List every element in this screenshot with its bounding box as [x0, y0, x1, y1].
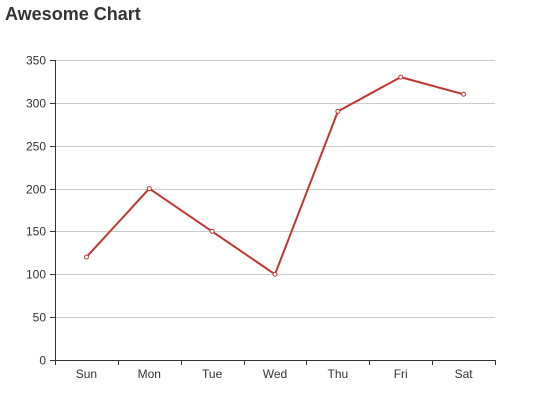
chart-title: Awesome Chart: [5, 4, 141, 24]
data-point-sun: [83, 254, 89, 260]
data-point-wed: [272, 271, 278, 277]
x-tick-label-fri: Fri: [394, 367, 408, 381]
data-point-fri: [398, 74, 404, 80]
x-tick-label-wed: Wed: [263, 367, 287, 381]
x-tick-label-sat: Sat: [455, 367, 474, 381]
y-tick-label-300: 300: [26, 97, 46, 111]
data-point-tue: [209, 228, 215, 234]
y-tick-label-200: 200: [26, 183, 46, 197]
y-tick-label-250: 250: [26, 140, 46, 154]
data-point-sat: [461, 91, 467, 97]
series-line-0: [85, 76, 464, 276]
x-tick-label-sun: Sun: [76, 367, 97, 381]
data-point-thu: [335, 108, 341, 114]
y-tick-label-150: 150: [26, 225, 46, 239]
y-tick-label-100: 100: [26, 268, 46, 282]
y-tick-label-0: 0: [39, 354, 46, 368]
y-tick-label-50: 50: [33, 311, 47, 325]
x-tick-label-mon: Mon: [138, 367, 161, 381]
x-tick-label-thu: Thu: [328, 367, 349, 381]
y-tick-label-350: 350: [26, 54, 46, 68]
x-tick-label-tue: Tue: [202, 367, 223, 381]
data-point-mon: [146, 186, 152, 192]
